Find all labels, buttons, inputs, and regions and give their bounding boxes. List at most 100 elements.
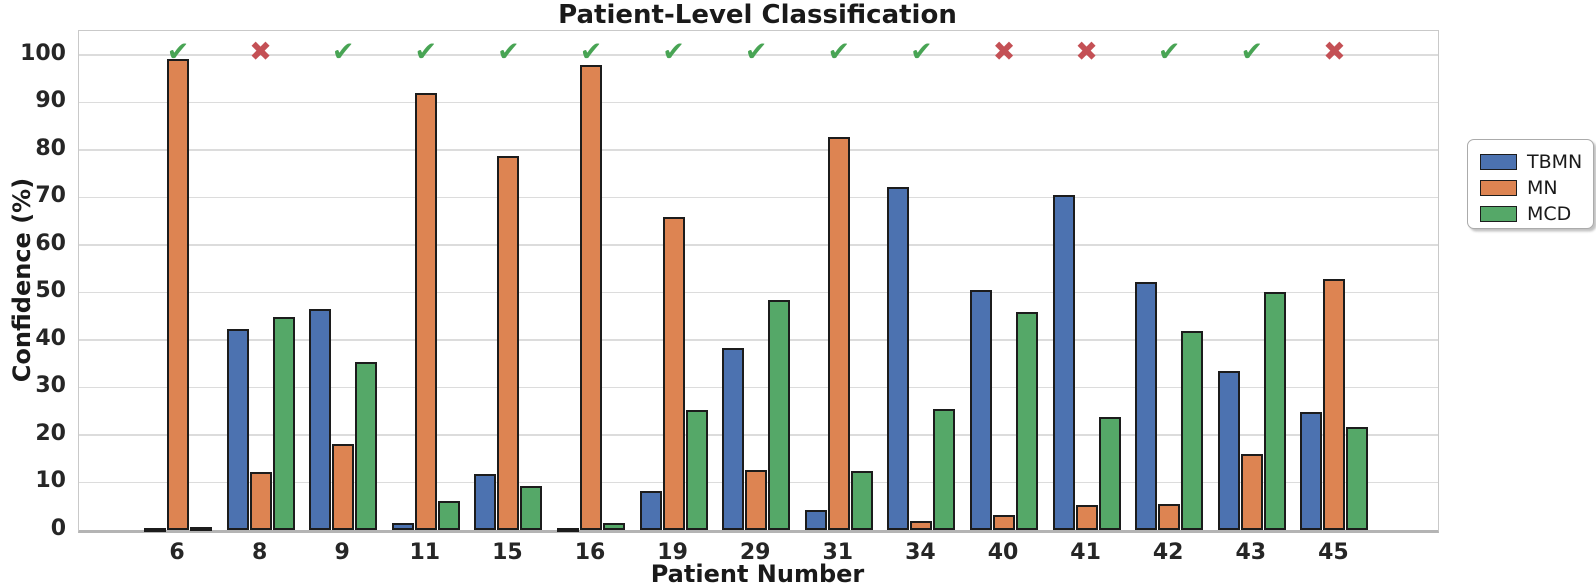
cross-icon-patient-40: ✖ bbox=[992, 36, 1016, 68]
x-tick-label-patient-9: 9 bbox=[334, 540, 350, 565]
checkmark-icon-patient-15: ✔ bbox=[497, 36, 520, 68]
checkmark-icon-patient-29: ✔ bbox=[744, 36, 768, 68]
bar-mcd-patient-8 bbox=[272, 316, 295, 530]
bar-tbmn-patient-43 bbox=[1217, 370, 1240, 530]
bar-mn-patient-41 bbox=[1075, 505, 1098, 530]
x-tick-label-patient-29: 29 bbox=[739, 540, 771, 565]
bar-mn-patient-8 bbox=[249, 471, 272, 530]
bar-mcd-patient-42 bbox=[1181, 331, 1204, 530]
gridline bbox=[79, 149, 1438, 151]
cross-icon-patient-41: ✖ bbox=[1075, 36, 1098, 68]
x-axis-label: Patient Number bbox=[650, 560, 865, 588]
cross-icon-patient-45: ✖ bbox=[1323, 36, 1346, 68]
bar-mn-patient-29 bbox=[745, 470, 768, 530]
bar-mcd-patient-6 bbox=[190, 527, 212, 532]
legend-label: MCD bbox=[1527, 202, 1572, 225]
bar-mcd-patient-43 bbox=[1263, 291, 1286, 530]
cross-icon-patient-8: ✖ bbox=[249, 36, 272, 68]
y-tick-label: 50 bbox=[35, 278, 66, 304]
checkmark-icon-patient-16: ✔ bbox=[579, 36, 603, 68]
bar-mcd-patient-45 bbox=[1346, 427, 1369, 530]
bar-mcd-patient-11 bbox=[437, 500, 460, 530]
x-tick-label-patient-19: 19 bbox=[657, 540, 688, 565]
checkmark-icon-patient-34: ✔ bbox=[910, 36, 933, 68]
checkmark-icon-patient-19: ✔ bbox=[662, 36, 685, 68]
y-tick-label: 10 bbox=[35, 468, 66, 494]
bar-mn-patient-45 bbox=[1323, 278, 1346, 530]
y-tick-label: 0 bbox=[50, 516, 66, 541]
bar-mn-patient-19 bbox=[662, 217, 685, 530]
bar-mcd-patient-29 bbox=[768, 299, 791, 530]
gridline bbox=[79, 244, 1438, 246]
bar-mn-patient-31 bbox=[827, 136, 850, 530]
bar-mn-patient-11 bbox=[414, 93, 437, 530]
bar-tbmn-patient-6 bbox=[144, 527, 166, 532]
bar-mn-patient-15 bbox=[497, 155, 520, 530]
bar-tbmn-patient-16 bbox=[557, 527, 579, 532]
x-tick-label-patient-34: 34 bbox=[905, 540, 936, 565]
bar-mcd-patient-16 bbox=[603, 523, 625, 530]
plot-area: ✔ ✖ ✔ ✔ ✔ ✔ ✔ ✔ ✔ ✔ ✖ ✖ ✔ ✔ ✖ bbox=[78, 30, 1439, 533]
gridline bbox=[79, 291, 1438, 294]
bar-mcd-patient-31 bbox=[850, 471, 873, 530]
x-tick-label-patient-43: 43 bbox=[1235, 540, 1267, 565]
y-tick-label: 20 bbox=[35, 420, 66, 446]
bar-tbmn-patient-19 bbox=[639, 490, 662, 530]
bar-mn-patient-42 bbox=[1158, 504, 1181, 530]
legend-item-mn: MN bbox=[1480, 175, 1593, 200]
x-tick-label-patient-45: 45 bbox=[1318, 540, 1349, 565]
bar-mcd-patient-15 bbox=[520, 486, 543, 530]
bar-mn-patient-6 bbox=[167, 58, 189, 530]
bar-tbmn-patient-9 bbox=[309, 309, 332, 530]
legend-item-tbmn: TBMN bbox=[1480, 149, 1593, 174]
bar-mn-patient-34 bbox=[910, 520, 933, 530]
bar-mn-patient-40 bbox=[993, 515, 1015, 530]
legend-swatch-icon bbox=[1480, 153, 1517, 170]
x-tick-label-patient-16: 16 bbox=[574, 540, 606, 565]
legend-label: TBMN bbox=[1527, 150, 1583, 173]
x-tick-label-patient-11: 11 bbox=[409, 540, 441, 565]
bar-mn-patient-9 bbox=[332, 443, 355, 530]
bar-mcd-patient-9 bbox=[355, 362, 378, 530]
gridline bbox=[79, 196, 1438, 199]
legend-swatch-icon bbox=[1480, 179, 1517, 196]
legend-label: MN bbox=[1527, 176, 1558, 199]
checkmark-icon-patient-31: ✔ bbox=[827, 36, 851, 68]
bar-tbmn-patient-15 bbox=[474, 473, 497, 530]
bar-tbmn-patient-8 bbox=[226, 328, 249, 530]
x-tick-label-patient-8: 8 bbox=[251, 540, 268, 565]
checkmark-icon-patient-43: ✔ bbox=[1240, 36, 1264, 68]
bar-tbmn-patient-11 bbox=[391, 522, 414, 530]
bar-tbmn-patient-45 bbox=[1300, 412, 1323, 530]
y-tick-label: 70 bbox=[35, 183, 66, 209]
legend-swatch-icon bbox=[1480, 205, 1517, 222]
y-tick-label: 90 bbox=[35, 88, 66, 114]
checkmark-icon-patient-9: ✔ bbox=[331, 36, 355, 68]
y-tick-label: 30 bbox=[35, 373, 66, 399]
gridline bbox=[79, 386, 1438, 389]
gridline bbox=[79, 434, 1438, 436]
bar-mn-patient-16 bbox=[580, 64, 602, 530]
gridline bbox=[79, 339, 1438, 341]
x-tick-label-patient-31: 31 bbox=[822, 540, 854, 565]
gridline bbox=[79, 101, 1438, 104]
x-tick-label-patient-15: 15 bbox=[492, 540, 523, 565]
checkmark-icon-patient-6: ✔ bbox=[166, 36, 190, 68]
bar-mn-patient-43 bbox=[1240, 454, 1263, 530]
checkmark-icon-patient-42: ✔ bbox=[1157, 36, 1181, 68]
x-tick-label-patient-40: 40 bbox=[987, 540, 1019, 565]
bar-tbmn-patient-34 bbox=[887, 186, 910, 530]
gridline bbox=[79, 54, 1438, 56]
bar-tbmn-patient-42 bbox=[1135, 282, 1158, 530]
x-tick-label-patient-6: 6 bbox=[169, 540, 185, 565]
y-tick-label: 100 bbox=[20, 40, 66, 66]
bar-tbmn-patient-29 bbox=[722, 347, 745, 530]
legend-item-mcd: MCD bbox=[1480, 201, 1593, 226]
x-tick-label-patient-42: 42 bbox=[1152, 540, 1184, 565]
bar-mcd-patient-19 bbox=[685, 410, 708, 530]
bar-tbmn-patient-40 bbox=[970, 290, 992, 530]
y-tick-label: 60 bbox=[35, 230, 66, 256]
y-tick-label: 40 bbox=[35, 325, 66, 351]
bar-mcd-patient-41 bbox=[1098, 416, 1121, 530]
x-tick-label-patient-41: 41 bbox=[1070, 540, 1101, 565]
